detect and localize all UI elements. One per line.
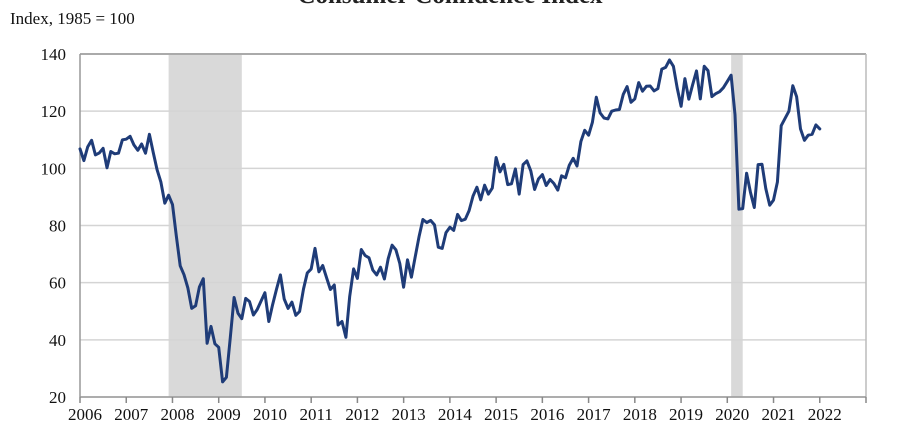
y-tick-label: 20 [49, 388, 66, 407]
x-tick-label: 2021 [762, 405, 796, 424]
x-tick-label: 2006 [68, 405, 102, 424]
x-tick-label: 2015 [484, 405, 518, 424]
x-tick-label: 2010 [253, 405, 287, 424]
x-tick-label: 2019 [669, 405, 703, 424]
y-tick-label: 40 [49, 331, 66, 350]
x-tick-label: 2007 [114, 405, 149, 424]
x-tick-label: 2013 [392, 405, 426, 424]
y-axis-unit-label: Index, 1985 = 100 [10, 9, 135, 28]
x-tick-label: 2011 [299, 405, 332, 424]
x-tick-label: 2008 [160, 405, 194, 424]
gridlines [79, 53, 867, 398]
x-tick-label: 2020 [715, 405, 749, 424]
x-tick-label: 2022 [808, 405, 842, 424]
y-axis: 20 40 60 80 100 120 140 [41, 45, 67, 407]
y-tick-label: 60 [49, 274, 66, 293]
y-tick-label: 80 [49, 217, 66, 236]
x-tick-label: 2018 [623, 405, 657, 424]
y-tick-label: 120 [41, 102, 67, 121]
x-axis: 2006 2007 2008 2009 2010 2011 2012 2013 2014 2015… [68, 397, 867, 424]
series-line [78, 58, 822, 384]
chart-title: Consumer Confidence Index [297, 0, 603, 9]
y-tick-label: 140 [41, 45, 67, 64]
x-tick-label: 2016 [530, 405, 564, 424]
x-tick-label: 2014 [438, 405, 473, 424]
y-tick-label: 100 [41, 159, 67, 178]
series-consumer-confidence [78, 58, 822, 384]
x-tick-label: 2009 [207, 405, 241, 424]
x-tick-label: 2017 [577, 405, 612, 424]
x-tick-label: 2012 [345, 405, 379, 424]
